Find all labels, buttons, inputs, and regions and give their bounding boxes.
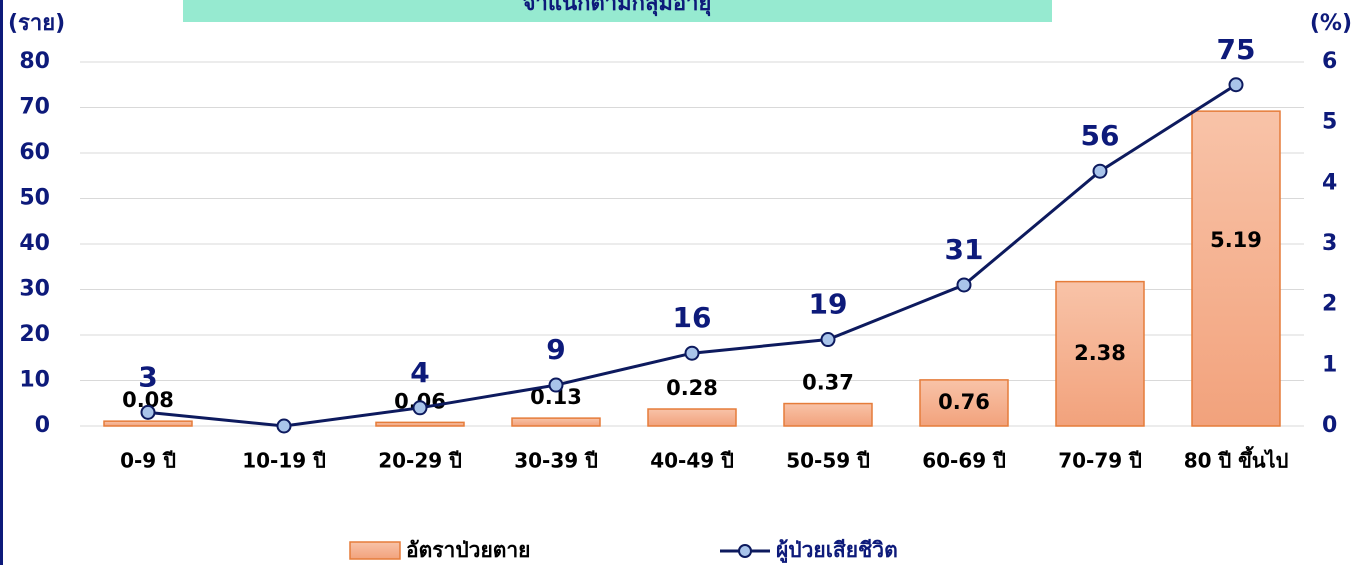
line-point — [1228, 77, 1244, 93]
bar — [1191, 110, 1281, 427]
frame-edge — [0, 0, 3, 565]
y2-tick-label: 5 — [1322, 110, 1337, 135]
line-point — [276, 418, 292, 434]
y2-tick-label: 4 — [1322, 170, 1337, 195]
y2-tick-label: 0 — [1322, 413, 1337, 438]
x-tick-label: 70-79 ปี — [1058, 449, 1142, 473]
y2-tick-label: 2 — [1322, 292, 1337, 317]
bar — [783, 402, 873, 427]
y2-axis-label: (%) — [1310, 11, 1352, 36]
y-tick-label: 20 — [19, 322, 50, 347]
bar-value-label: 0.76 — [938, 390, 990, 414]
line-value-label: 3 — [138, 360, 157, 393]
line-point — [684, 345, 700, 361]
chart-title: จำแนกตามกลุ่มอายุ — [523, 0, 712, 17]
legend-label: อัตราป่วยตาย — [406, 538, 530, 562]
x-tick-label: 40-49 ปี — [650, 449, 734, 473]
line-point — [956, 277, 972, 293]
y-tick-label: 30 — [19, 277, 50, 302]
x-tick-label: 30-39 ปี — [514, 449, 598, 473]
bar — [511, 417, 601, 427]
line-value-label: 31 — [945, 233, 984, 266]
y-tick-label: 40 — [19, 231, 50, 256]
line-point — [1092, 163, 1108, 179]
title-box — [183, 0, 1052, 22]
y2-tick-label: 1 — [1322, 352, 1337, 377]
x-tick-label: 50-59 ปี — [786, 449, 870, 473]
bar — [103, 420, 193, 427]
bar-value-label: 2.38 — [1074, 341, 1126, 365]
legend-swatch — [738, 544, 752, 558]
line-point — [412, 400, 428, 416]
line-value-label: 75 — [1217, 33, 1256, 66]
legend-label: ผู้ป่วยเสียชีวิต — [776, 538, 898, 564]
line-value-label: 16 — [673, 301, 712, 334]
line-point — [140, 404, 156, 420]
bar-value-label: 5.19 — [1210, 228, 1262, 252]
y-tick-label: 60 — [19, 140, 50, 165]
y-tick-label: 0 — [35, 413, 50, 438]
line-value-label: 56 — [1081, 119, 1120, 152]
bar-value-label: 0.37 — [802, 371, 854, 395]
bar — [647, 408, 737, 427]
bar — [1055, 280, 1145, 427]
legend-swatch — [349, 541, 401, 560]
line-value-label: 4 — [410, 356, 429, 389]
line-value-label: 19 — [809, 288, 848, 321]
bar — [375, 421, 465, 427]
x-tick-label: 60-69 ปี — [922, 449, 1006, 473]
line-point — [548, 377, 564, 393]
y-tick-label: 10 — [19, 368, 50, 393]
line-value-label: 9 — [546, 333, 565, 366]
y2-tick-label: 3 — [1322, 231, 1337, 256]
x-tick-label: 20-29 ปี — [378, 449, 462, 473]
y-axis-label: (ราย) — [8, 11, 65, 36]
y-tick-label: 70 — [19, 95, 50, 120]
bar-value-label: 0.28 — [666, 376, 718, 400]
x-tick-label: 0-9 ปี — [120, 449, 176, 473]
y2-tick-label: 6 — [1322, 49, 1337, 74]
y-tick-label: 50 — [19, 186, 50, 211]
y-tick-label: 80 — [19, 49, 50, 74]
x-tick-label: 10-19 ปี — [242, 449, 326, 473]
line-point — [820, 332, 836, 348]
x-tick-label: 80 ปี ขึ้นไป — [1184, 446, 1289, 473]
bar — [919, 379, 1009, 427]
